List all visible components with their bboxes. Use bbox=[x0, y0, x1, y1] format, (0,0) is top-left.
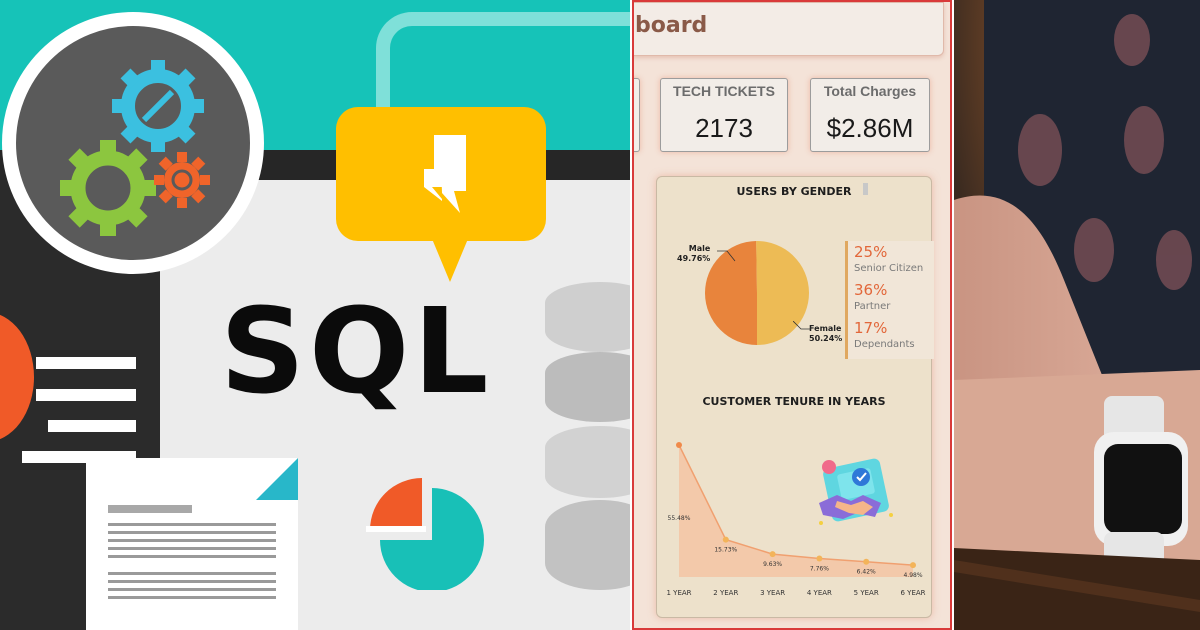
document-text-line bbox=[108, 588, 276, 591]
charts-card: USERS BY GENDER Male 49.76% Female 50.24… bbox=[656, 176, 934, 618]
dependants-label: Dependants bbox=[854, 339, 915, 350]
tenure-data-label: 6.42% bbox=[857, 569, 876, 576]
tenure-data-label: 4.98% bbox=[903, 572, 922, 579]
text-line bbox=[36, 357, 136, 369]
document-text-line bbox=[108, 531, 276, 534]
dashboard-title: board bbox=[635, 13, 708, 38]
pie-slice-male[interactable] bbox=[704, 241, 757, 345]
document-text-line bbox=[108, 547, 276, 550]
male-label-group: Male 49.76% bbox=[677, 244, 710, 264]
gears-badge bbox=[2, 12, 264, 274]
tenure-point[interactable] bbox=[910, 562, 916, 569]
document-fold bbox=[256, 458, 298, 500]
kpi-card-clipped[interactable] bbox=[634, 78, 640, 152]
tenure-point[interactable] bbox=[769, 551, 776, 558]
kpi-total-charges[interactable]: Total Charges $2.86M bbox=[810, 78, 930, 152]
tenure-line bbox=[678, 444, 914, 566]
tenure-point[interactable] bbox=[676, 441, 682, 448]
female-label: Female bbox=[809, 324, 842, 333]
tenure-chart-title: CUSTOMER TENURE IN YEARS bbox=[702, 395, 886, 408]
database-layer bbox=[545, 426, 630, 498]
document-text-line bbox=[108, 539, 276, 542]
database-layer bbox=[545, 352, 630, 422]
tenure-area-chart: 55.48% 1 YEAR 15.73% 2 YEAR 9.63% 3 YEAR 7.76%… bbox=[666, 441, 926, 597]
kpi-label: TECH TICKETS bbox=[673, 83, 775, 99]
document-text-line bbox=[108, 555, 276, 558]
text-line bbox=[48, 420, 136, 432]
female-pct: 50.24% bbox=[809, 334, 843, 343]
male-label: Male bbox=[688, 244, 711, 253]
dashboard-title-bar: board bbox=[634, 2, 944, 56]
tenure-point[interactable] bbox=[863, 558, 870, 565]
tenure-axis-tick: 5 YEAR bbox=[854, 589, 879, 597]
tenure-data-label: 15.73% bbox=[714, 547, 737, 554]
tenure-data-label: 55.48% bbox=[668, 515, 691, 522]
female-leader-line bbox=[793, 321, 811, 330]
tenure-axis-tick: 1 YEAR bbox=[666, 589, 691, 597]
female-label-group: Female 50.24% bbox=[809, 324, 842, 344]
database-icon bbox=[545, 500, 630, 590]
document-text-line bbox=[108, 596, 276, 599]
handshake-illustration bbox=[819, 458, 893, 525]
male-pct: 49.76% bbox=[677, 254, 711, 263]
kpi-value: 2173 bbox=[695, 113, 753, 143]
sql-illustration: SQL bbox=[0, 0, 630, 630]
tenure-area-fill bbox=[679, 444, 913, 577]
pie-chart-icon bbox=[366, 478, 484, 590]
tenure-data-label: 7.76% bbox=[810, 566, 829, 573]
partner-pct: 36% bbox=[854, 281, 888, 299]
document-text-line bbox=[108, 572, 276, 575]
text-line bbox=[36, 389, 136, 401]
dependants-pct: 17% bbox=[854, 319, 888, 337]
kpi-tech-tickets[interactable]: TECH TICKETS 2173 bbox=[660, 78, 788, 152]
smartwatch-photo bbox=[954, 0, 1200, 630]
tenure-axis-tick: 2 YEAR bbox=[713, 589, 738, 597]
pie-slice-female[interactable] bbox=[756, 241, 809, 345]
kpi-label: Total Charges bbox=[823, 83, 917, 99]
gender-pie-chart bbox=[704, 241, 809, 345]
dashboard-panel: board TECH TICKETS 2173 Total Charges $2… bbox=[632, 0, 952, 630]
connector-pipe bbox=[376, 12, 630, 122]
smartwatch-image bbox=[954, 0, 1200, 630]
speech-bubble bbox=[336, 107, 546, 241]
gender-chart-title: USERS BY GENDER bbox=[736, 185, 852, 198]
speech-bubble-tail bbox=[430, 234, 470, 282]
tenure-axis-tick: 4 YEAR bbox=[807, 589, 832, 597]
document-text-line bbox=[108, 523, 276, 526]
gears-icon bbox=[60, 60, 210, 236]
quote-icon bbox=[414, 135, 466, 213]
document-text-line bbox=[108, 580, 276, 583]
tenure-data-label: 9.63% bbox=[763, 561, 782, 568]
tenure-axis-tick: 3 YEAR bbox=[760, 589, 785, 597]
demographic-stats: 25% Senior Citizen 36% Partner 17% Depen… bbox=[845, 241, 934, 359]
sql-heading: SQL bbox=[220, 282, 493, 420]
senior-citizen-label: Senior Citizen bbox=[854, 263, 924, 274]
database-layer bbox=[545, 282, 630, 352]
scrollbar-thumb[interactable] bbox=[863, 183, 868, 195]
partner-label: Partner bbox=[854, 301, 891, 312]
tenure-point[interactable] bbox=[722, 536, 729, 543]
kpi-value: $2.86M bbox=[826, 113, 914, 143]
senior-citizen-pct: 25% bbox=[854, 243, 888, 261]
male-leader-line bbox=[717, 250, 736, 262]
document-heading-line bbox=[108, 505, 192, 513]
tenure-point[interactable] bbox=[816, 555, 823, 562]
tenure-axis-tick: 6 YEAR bbox=[900, 589, 925, 597]
